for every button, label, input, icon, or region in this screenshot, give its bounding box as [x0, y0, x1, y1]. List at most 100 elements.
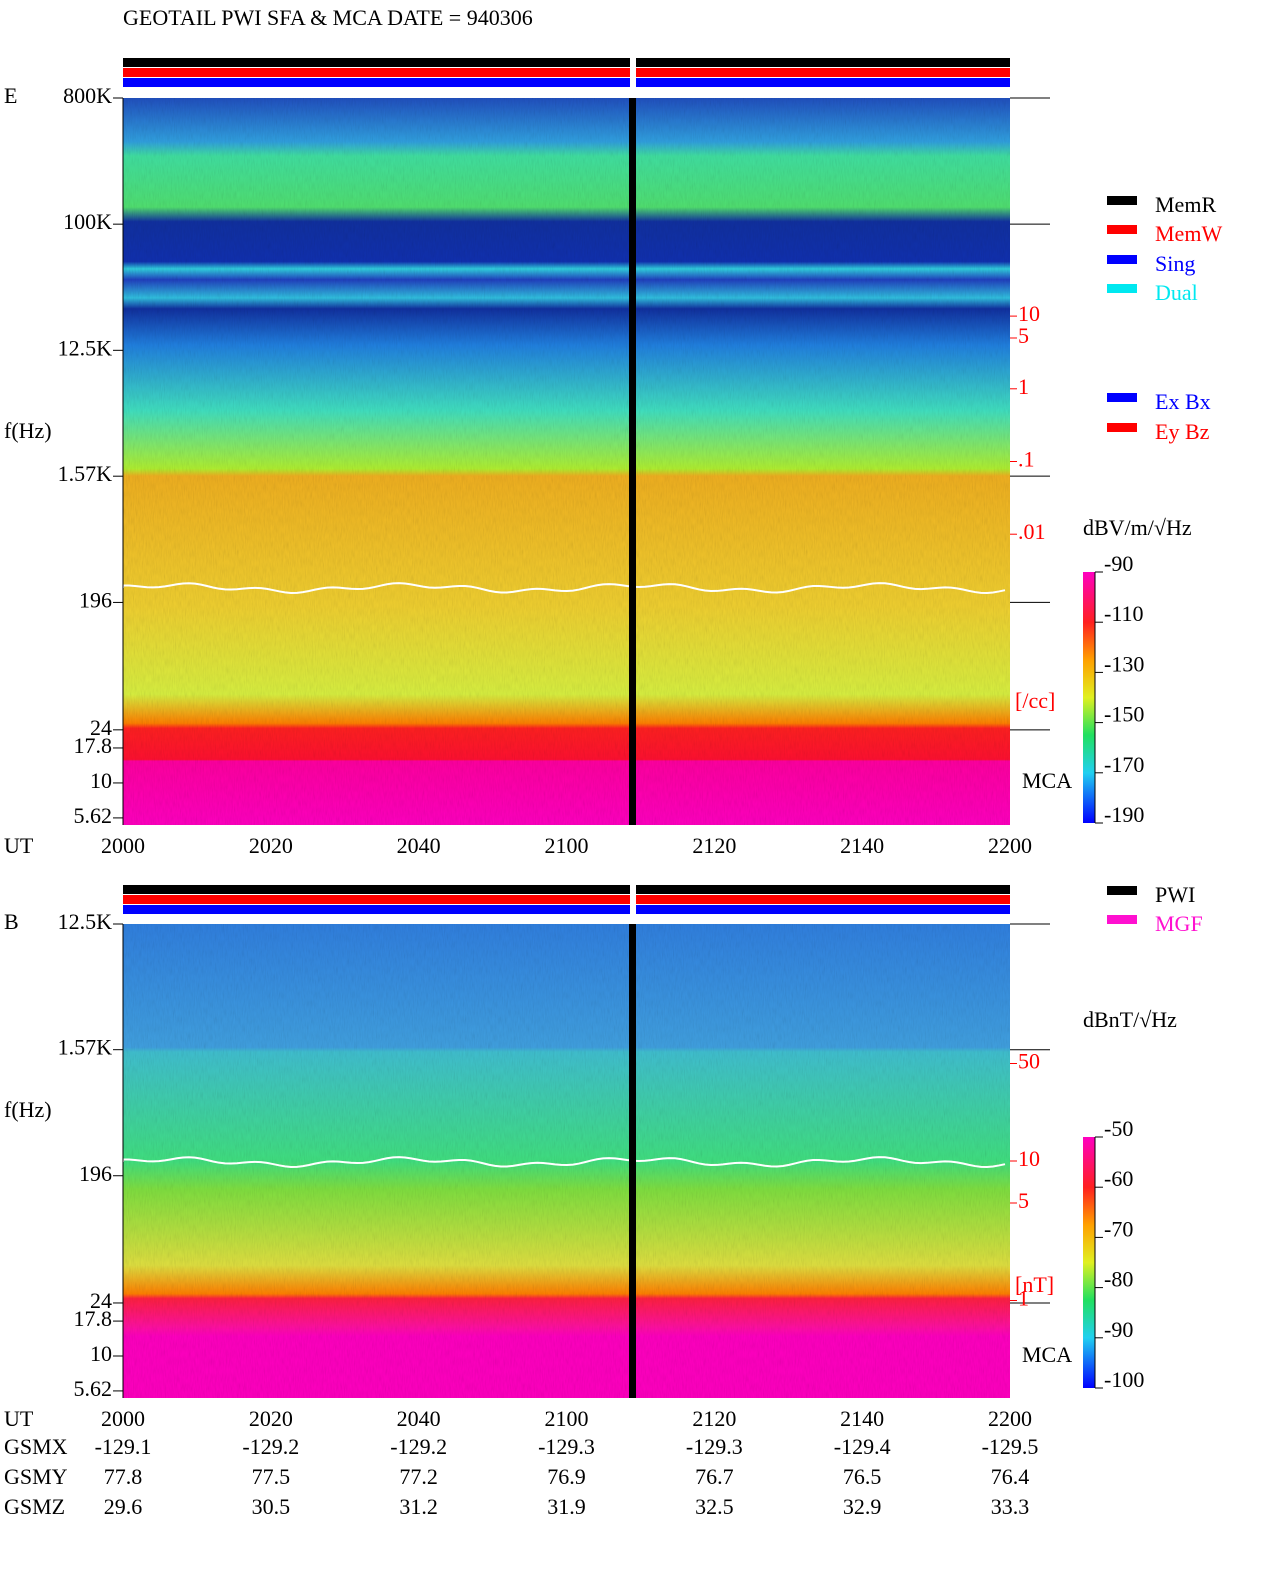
- x-tick-label: 2040: [397, 1406, 441, 1431]
- y-tick-label: 24: [90, 715, 112, 740]
- x-axis-label: UT: [4, 1406, 34, 1431]
- y-tick-label: 5.62: [74, 803, 113, 828]
- orbit-value: 76.4: [991, 1464, 1030, 1489]
- x-tick-label: 2100: [545, 833, 589, 858]
- legend-swatch: [1107, 255, 1137, 264]
- y-tick-label: 17.8: [74, 1306, 113, 1331]
- y-tick-label: 800K: [63, 83, 112, 108]
- status-bar: [123, 895, 1010, 904]
- x-axis-label: UT: [4, 833, 34, 858]
- orbit-value: 77.5: [252, 1464, 291, 1489]
- orbit-label: GSMY: [4, 1464, 68, 1489]
- cyclotron-line: [122, 582, 1006, 594]
- x-tick-label: 2020: [249, 833, 293, 858]
- y2-tick-label: 5: [1018, 323, 1029, 348]
- y2-tick-label: .01: [1018, 519, 1046, 544]
- orbit-value: -129.2: [242, 1434, 299, 1459]
- colorbar-tick-label: -110: [1104, 601, 1144, 626]
- y2-axis-label: [nT]: [1015, 1272, 1054, 1297]
- status-bar: [123, 885, 1010, 894]
- spectrogram-texture: [123, 98, 1010, 825]
- panel-label: B: [4, 909, 19, 934]
- orbit-value: -129.3: [538, 1434, 595, 1459]
- y-tick-label: 5.62: [74, 1376, 113, 1401]
- colorbar-tick-label: -80: [1104, 1267, 1133, 1292]
- orbit-value: 29.6: [104, 1494, 143, 1519]
- orbit-value: 76.7: [695, 1464, 734, 1489]
- colorbar-tick-label: -60: [1104, 1166, 1133, 1191]
- colorbar-label: dBnT/√Hz: [1083, 1007, 1177, 1032]
- status-gap: [630, 885, 636, 915]
- orbit-value: 33.3: [991, 1494, 1030, 1519]
- legend-swatch: [1107, 886, 1137, 895]
- panel-label: E: [4, 83, 17, 108]
- status-bar: [123, 68, 1010, 77]
- x-tick-label: 2000: [101, 1406, 145, 1431]
- data-gap: [629, 924, 636, 1398]
- orbit-value: 31.9: [547, 1494, 586, 1519]
- colorbar: [1083, 572, 1095, 823]
- data-gap: [629, 98, 636, 825]
- x-tick-label: 2000: [101, 833, 145, 858]
- y2-tick-label: 10: [1018, 301, 1040, 326]
- y-tick-label: 196: [79, 587, 112, 612]
- x-tick-label: 2200: [988, 1406, 1032, 1431]
- legend-swatch: [1107, 915, 1137, 924]
- y-tick-label: 196: [79, 1161, 112, 1186]
- x-tick-label: 2100: [545, 1406, 589, 1431]
- y-axis-label: f(Hz): [4, 1097, 52, 1122]
- y-axis-label: f(Hz): [4, 418, 52, 443]
- spectrogram-texture: [123, 924, 1010, 1398]
- y-tick-label: 100K: [63, 209, 112, 234]
- orbit-value: 32.9: [843, 1494, 882, 1519]
- orbit-label: GSMZ: [4, 1494, 65, 1519]
- y-tick-label: 10: [90, 1341, 112, 1366]
- band-label: MCA: [1022, 1342, 1072, 1367]
- title: GEOTAIL PWI SFA & MCA DATE = 940306: [123, 5, 533, 30]
- colorbar-tick-label: -130: [1104, 651, 1144, 676]
- legend-swatch: [1107, 284, 1137, 293]
- legend-label: MemW: [1155, 221, 1222, 246]
- status-bar: [123, 58, 1010, 67]
- x-tick-label: 2120: [692, 833, 736, 858]
- y2-tick-label: 1: [1018, 1286, 1029, 1311]
- legend-label: MGF: [1155, 911, 1203, 936]
- y2-tick-label: 5: [1018, 1188, 1029, 1213]
- y-tick-label: 10: [90, 768, 112, 793]
- x-tick-label: 2020: [249, 1406, 293, 1431]
- orbit-value: 32.5: [695, 1494, 734, 1519]
- legend-swatch: [1107, 225, 1137, 234]
- x-tick-label: 2140: [840, 1406, 884, 1431]
- legend-label: MemR: [1155, 192, 1216, 217]
- orbit-value: -129.1: [95, 1434, 152, 1459]
- y2-tick-label: .1: [1018, 447, 1035, 472]
- orbit-value: 30.5: [252, 1494, 291, 1519]
- x-tick-label: 2040: [397, 833, 441, 858]
- colorbar-tick-label: -190: [1104, 802, 1144, 827]
- orbit-value: -129.3: [686, 1434, 743, 1459]
- colorbar-tick-label: -100: [1104, 1367, 1144, 1392]
- y2-axis-label: [/cc]: [1015, 688, 1055, 713]
- y-tick-label: 1.57K: [58, 1035, 113, 1060]
- legend-label: Ex Bx: [1155, 389, 1211, 414]
- y-tick-label: 12.5K: [58, 909, 113, 934]
- colorbar-tick-label: -90: [1104, 551, 1133, 576]
- y2-tick-label: 50: [1018, 1049, 1040, 1074]
- orbit-value: 77.8: [104, 1464, 143, 1489]
- legend-label: Dual: [1155, 280, 1198, 305]
- orbit-value: -129.2: [390, 1434, 447, 1459]
- y-tick-label: 1.57K: [58, 461, 113, 486]
- legend-swatch: [1107, 196, 1137, 205]
- x-tick-label: 2120: [692, 1406, 736, 1431]
- colorbar-label: dBV/m/√Hz: [1083, 515, 1192, 540]
- y2-tick-label: 1: [1018, 374, 1029, 399]
- legend-swatch: [1107, 423, 1137, 432]
- cyclotron-line: [122, 1156, 1006, 1168]
- band-label: MCA: [1022, 768, 1072, 793]
- legend-label: PWI: [1155, 882, 1195, 907]
- orbit-value: 77.2: [399, 1464, 438, 1489]
- legend-swatch: [1107, 393, 1137, 402]
- y2-tick-label: 10: [1018, 1146, 1040, 1171]
- orbit-value: 76.9: [547, 1464, 586, 1489]
